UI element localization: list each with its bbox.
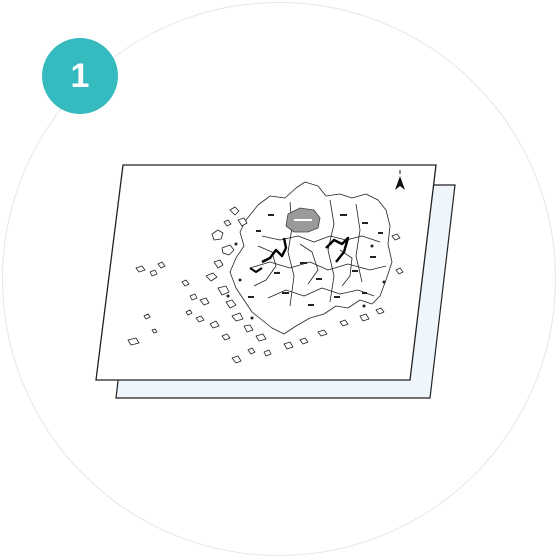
map-label-dots <box>226 214 386 320</box>
river-line-2 <box>325 236 350 263</box>
north-arrow-icon <box>395 170 405 190</box>
map-drawing <box>127 181 404 364</box>
step-number-badge: 1 <box>42 38 118 114</box>
mainland-outline <box>229 181 393 335</box>
step-number: 1 <box>70 57 90 95</box>
river-line <box>261 237 288 264</box>
